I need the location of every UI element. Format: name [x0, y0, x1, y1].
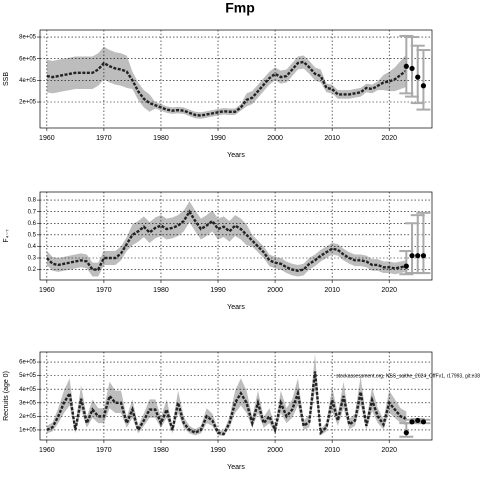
forecast-point: [409, 253, 415, 259]
x-tick-label: 2010: [324, 287, 340, 294]
x-axis-label: Years: [227, 152, 245, 159]
y-tick-label: 8e+05: [19, 35, 37, 41]
y-tick-label: 0.3: [28, 256, 37, 262]
forecast-point: [403, 263, 409, 269]
x-tick-label: 1990: [210, 287, 226, 294]
x-tick-label: 1960: [39, 135, 55, 142]
y-tick-label: 0.4: [28, 244, 37, 250]
x-tick-label: 1960: [39, 287, 55, 294]
forecast-point: [415, 417, 421, 424]
plot-frame: [39, 191, 433, 281]
y-tick-label: 3e+05: [19, 400, 37, 406]
y-tick-label: 6e+05: [19, 360, 37, 366]
x-tick-label: 2020: [381, 447, 397, 454]
x-tick-label: 1970: [96, 135, 112, 142]
y-tick-label: 4e+05: [19, 387, 37, 393]
confidence-band: [46, 201, 407, 277]
forecast-point: [420, 253, 427, 259]
x-tick-label: 1990: [210, 135, 226, 142]
panel: 1960 1970 1980 1990 2000 2010 2020 0.2 0.3 0.4 0.5…: [3, 191, 433, 311]
forecast-point: [409, 65, 415, 72]
forecast-point: [420, 83, 427, 89]
x-tick-label: 1980: [153, 447, 169, 454]
panel: 1960 1970 1980 1990 2000 2010 2020 2e+05 4e+05 6e…: [3, 29, 433, 159]
forecast-point: [403, 63, 409, 69]
plot-frame: [39, 29, 433, 129]
estimate-line: [45, 209, 407, 272]
x-tick-label: 2000: [267, 135, 283, 142]
estimate-line: [46, 60, 408, 117]
forecast-point: [415, 253, 421, 259]
y-tick-label: 0.7: [28, 209, 37, 215]
figure-title: Fmp: [225, 0, 255, 16]
x-tick-label: 2010: [324, 135, 340, 142]
x-axis-label: Years: [227, 464, 245, 471]
y-tick-label: 0.2: [28, 267, 37, 273]
y-axis-label: SSB: [3, 72, 10, 86]
x-tick-label: 2020: [381, 287, 397, 294]
x-tick-label: 1960: [39, 447, 55, 454]
y-tick-label: 0.6: [28, 221, 37, 227]
y-tick-label: 2e+05: [19, 100, 37, 106]
y-tick-label: 0.8: [28, 198, 37, 204]
panel: 1960 1970 1980 1990 2000 2010 2020 1e+05 2e+05 3e…: [3, 351, 480, 471]
x-axis-label: Years: [227, 304, 245, 311]
x-tick-label: 2010: [324, 447, 340, 454]
x-tick-label: 2000: [267, 287, 283, 294]
x-tick-label: 1970: [96, 287, 112, 294]
y-axis-label: Recruits (age 0): [3, 371, 10, 421]
estimate-line: [46, 371, 407, 436]
y-tick-label: 1e+05: [19, 428, 37, 434]
plot-frame: [39, 351, 433, 441]
forecast-point: [403, 430, 409, 436]
y-tick-label: 5e+05: [19, 373, 37, 379]
confidence-band: [46, 46, 407, 119]
y-tick-label: 2e+05: [19, 414, 37, 420]
y-tick-label: 6e+05: [19, 56, 37, 62]
annotation: stockassessment.org, NSS_saithe_2024_Off…: [336, 374, 480, 380]
x-tick-label: 2000: [267, 447, 283, 454]
y-tick-label: 0.5: [28, 232, 37, 238]
forecast-point: [415, 74, 421, 80]
x-tick-label: 1980: [153, 287, 169, 294]
y-axis-label: F₄₋₇: [3, 229, 10, 243]
forecast-point: [409, 419, 415, 425]
x-tick-label: 1970: [96, 447, 112, 454]
x-tick-label: 1990: [210, 447, 226, 454]
x-tick-label: 2020: [381, 135, 397, 142]
y-tick-label: 4e+05: [19, 78, 37, 84]
forecast-point: [420, 419, 427, 425]
x-tick-label: 1980: [153, 135, 169, 142]
